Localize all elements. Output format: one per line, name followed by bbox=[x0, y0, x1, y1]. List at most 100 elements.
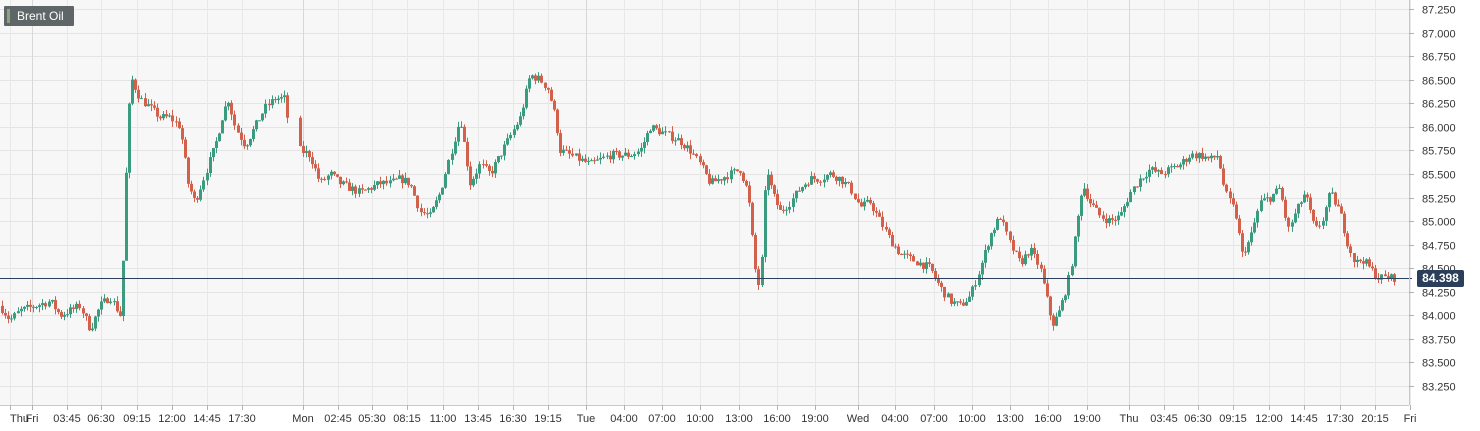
candle-body bbox=[692, 153, 695, 155]
price-tick-label: 83.750 bbox=[1422, 335, 1456, 347]
candle-body bbox=[1213, 155, 1216, 158]
candle-body bbox=[847, 181, 850, 183]
candle-body bbox=[215, 141, 218, 148]
candle-body bbox=[506, 138, 509, 145]
candle-body bbox=[838, 176, 841, 181]
time-tick-label: Mon bbox=[292, 413, 313, 425]
candle-body bbox=[78, 303, 81, 309]
candle-body bbox=[531, 75, 534, 79]
candle-body bbox=[599, 157, 602, 160]
candle-body bbox=[447, 159, 450, 175]
candle-body bbox=[1232, 198, 1235, 205]
candle-body bbox=[1229, 191, 1232, 199]
candle-body bbox=[85, 313, 88, 317]
candle-body bbox=[606, 155, 609, 157]
candle-body bbox=[1309, 197, 1312, 210]
time-tick-label: 04:00 bbox=[881, 413, 909, 425]
candle-body bbox=[308, 151, 311, 158]
time-tick-label: Tue bbox=[577, 413, 596, 425]
candle-body bbox=[413, 186, 416, 196]
candle-body bbox=[1291, 222, 1294, 227]
candle-body bbox=[525, 88, 528, 108]
candle-body bbox=[1167, 167, 1170, 175]
candle-body bbox=[193, 191, 196, 198]
candle-body bbox=[869, 199, 872, 204]
candle-body bbox=[156, 107, 159, 117]
candle-body bbox=[655, 125, 658, 129]
candle-body bbox=[956, 301, 959, 303]
candle-body bbox=[618, 151, 621, 158]
time-tick-label: 06:30 bbox=[1184, 413, 1212, 425]
candle-body bbox=[537, 75, 540, 81]
candle-body bbox=[1266, 197, 1269, 199]
candle-body bbox=[519, 116, 522, 125]
candle-body bbox=[953, 301, 956, 304]
candle-body bbox=[420, 208, 423, 213]
candle-body bbox=[1210, 155, 1213, 159]
candle-body bbox=[1136, 186, 1139, 188]
candle-body bbox=[1325, 207, 1328, 221]
candle-body bbox=[1160, 170, 1163, 175]
time-tick-label: 11:00 bbox=[430, 413, 457, 425]
candle-body bbox=[723, 177, 726, 181]
candle-body bbox=[23, 306, 26, 309]
time-tick-label: 12:00 bbox=[158, 413, 186, 425]
candle-body bbox=[770, 174, 773, 186]
candle-body bbox=[826, 175, 829, 180]
candle-body bbox=[1343, 213, 1346, 234]
candle-body bbox=[41, 303, 44, 306]
candle-body bbox=[792, 198, 795, 207]
price-tick-label: 84.000 bbox=[1422, 311, 1456, 323]
candle-body bbox=[457, 126, 460, 142]
price-tick-label: 87.250 bbox=[1422, 5, 1456, 17]
candle-body bbox=[140, 98, 143, 100]
candle-body bbox=[364, 189, 367, 191]
candle-body bbox=[1123, 206, 1126, 213]
candle-body bbox=[240, 132, 243, 140]
candle-body bbox=[649, 130, 652, 134]
candle-body bbox=[1052, 315, 1055, 326]
candle-body bbox=[323, 178, 326, 180]
candle-body bbox=[661, 131, 664, 135]
candle-body bbox=[733, 169, 736, 171]
candle-body bbox=[860, 202, 863, 207]
candle-body bbox=[252, 129, 255, 140]
candle-body bbox=[1275, 188, 1278, 194]
candle-body bbox=[816, 179, 819, 182]
candle-body bbox=[686, 145, 689, 149]
last-price-badge: 84.398 bbox=[1417, 269, 1464, 287]
candle-body bbox=[1390, 274, 1393, 280]
candle-body bbox=[385, 180, 388, 184]
candle-body bbox=[1049, 296, 1052, 316]
candle-body bbox=[432, 206, 435, 213]
time-tick-label: 19:00 bbox=[1073, 413, 1101, 425]
candle-body bbox=[1300, 202, 1303, 204]
candle-body bbox=[159, 116, 162, 119]
candle-body bbox=[581, 158, 584, 161]
candle-body bbox=[7, 315, 10, 319]
candle-body bbox=[984, 249, 987, 263]
time-tick-label: 14:45 bbox=[193, 413, 221, 425]
candle-body bbox=[261, 113, 264, 121]
candle-body bbox=[302, 145, 305, 153]
candle-body bbox=[1129, 191, 1132, 203]
candle-body bbox=[1371, 266, 1374, 269]
candle-body bbox=[469, 166, 472, 186]
candle-body bbox=[1260, 200, 1263, 211]
candle-body bbox=[562, 149, 565, 153]
candle-body bbox=[233, 114, 236, 126]
candle-body bbox=[819, 181, 822, 183]
candle-body bbox=[912, 256, 915, 262]
candle-body bbox=[184, 139, 187, 158]
candle-body bbox=[72, 307, 75, 309]
instrument-legend[interactable]: Brent Oil bbox=[4, 6, 74, 26]
candle-body bbox=[1387, 276, 1390, 280]
candle-body bbox=[1216, 156, 1219, 158]
candle-body bbox=[1377, 278, 1380, 280]
candle-body bbox=[509, 134, 512, 139]
candle-body bbox=[534, 75, 537, 81]
candle-body bbox=[389, 180, 392, 184]
candle-body bbox=[1303, 194, 1306, 203]
